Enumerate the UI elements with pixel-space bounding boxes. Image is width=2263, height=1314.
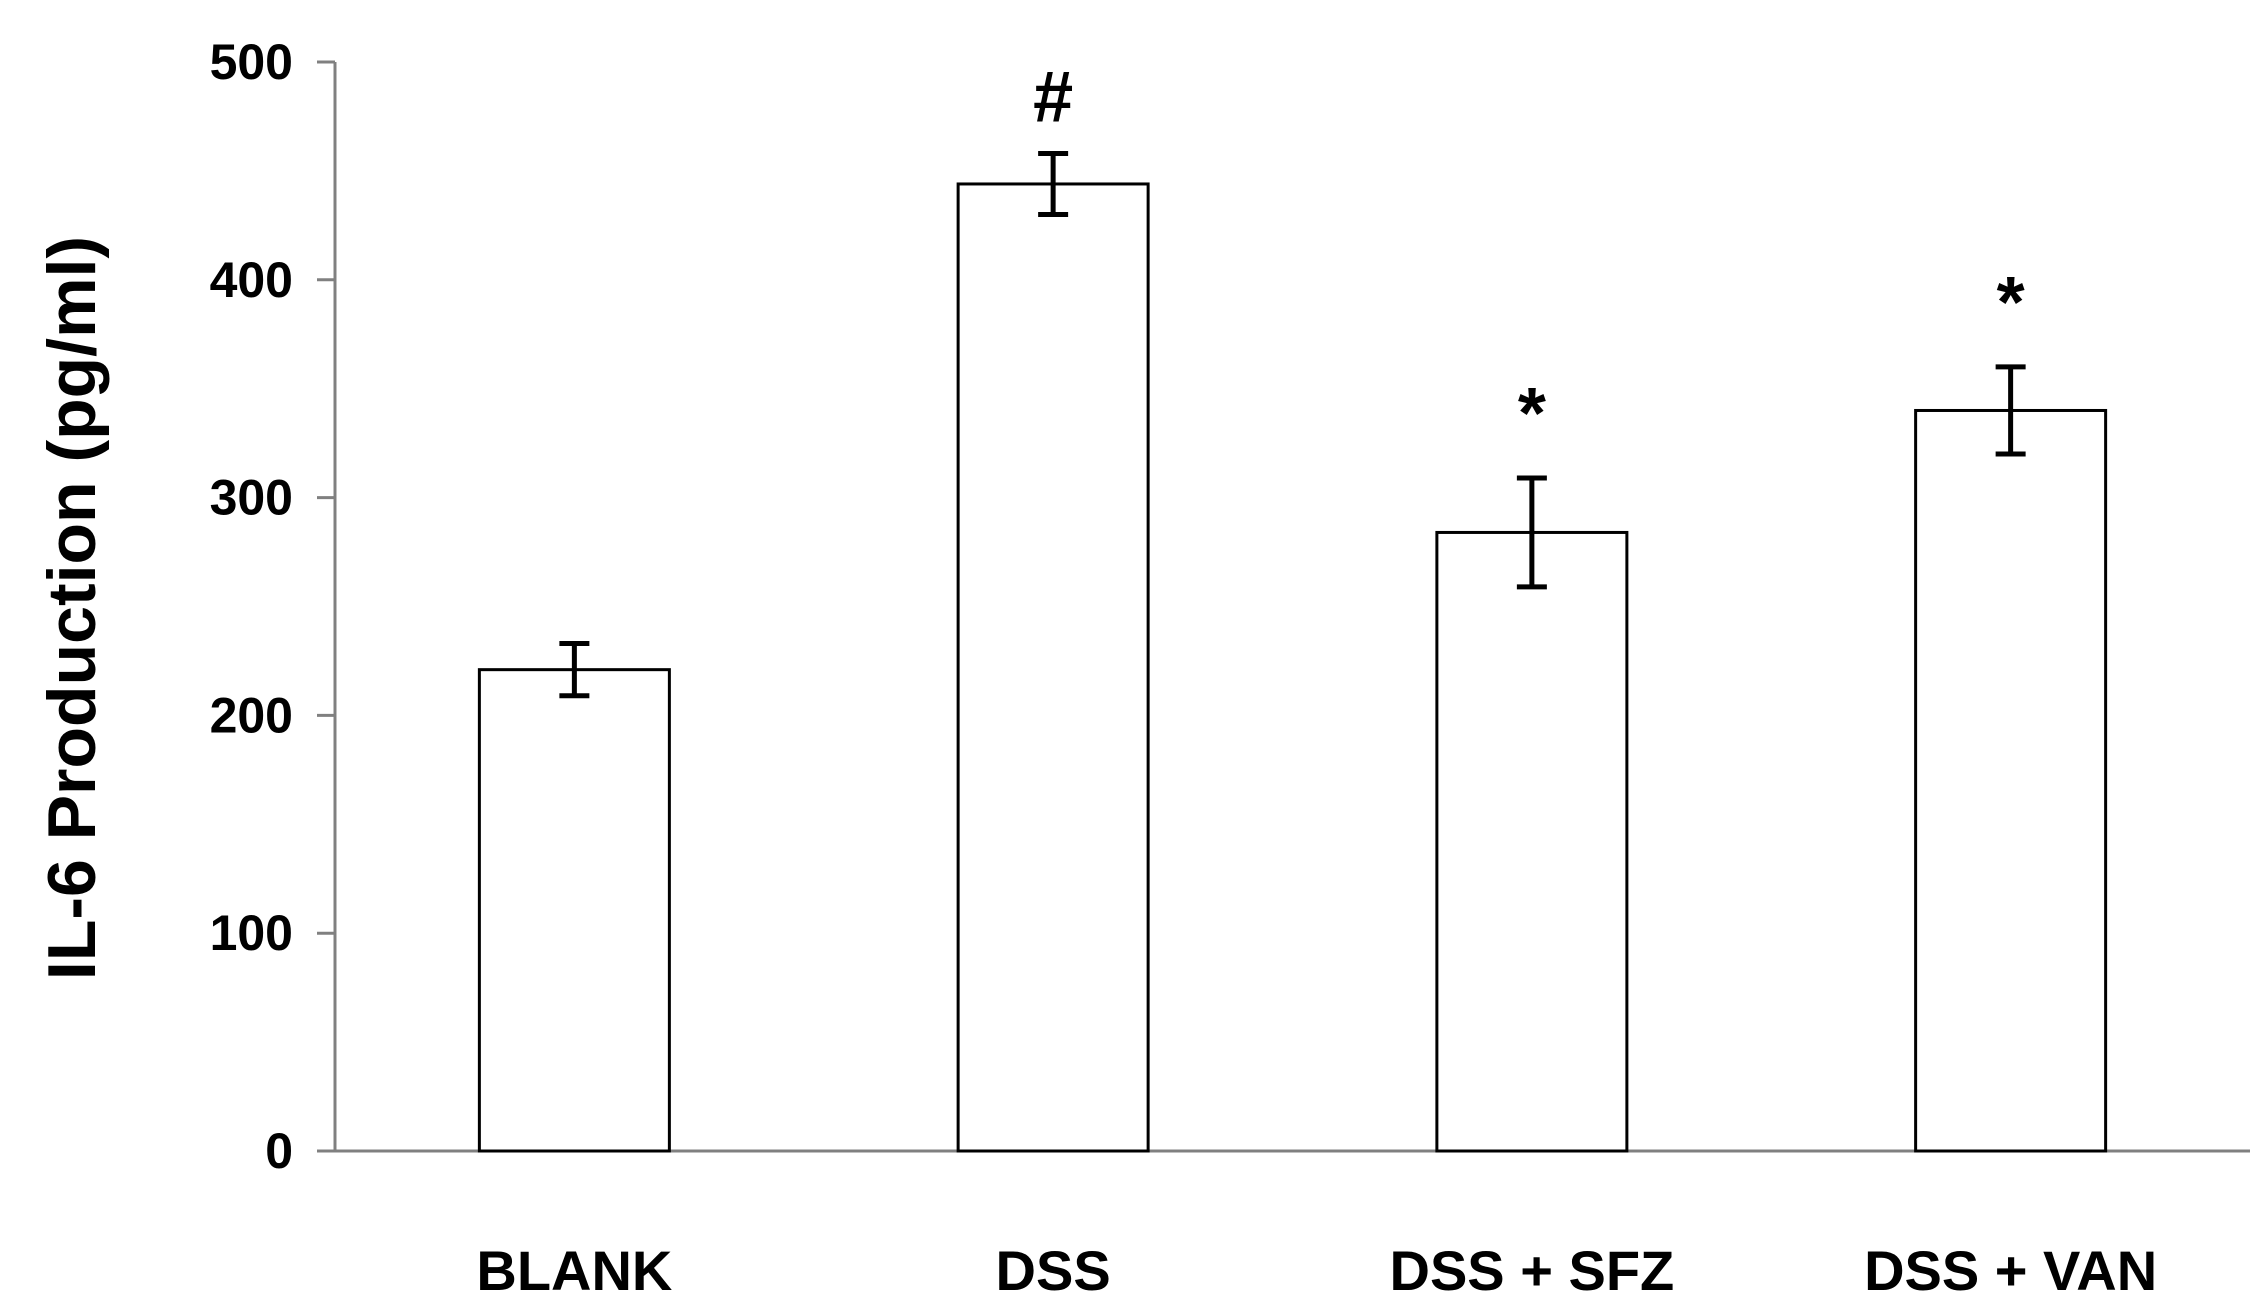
significance-marker: * xyxy=(1997,263,2025,343)
x-tick-label: DSS xyxy=(996,1239,1111,1302)
y-tick-label: 200 xyxy=(210,687,293,743)
y-tick-label: 500 xyxy=(210,34,293,90)
y-tick-label: 400 xyxy=(210,252,293,308)
bar xyxy=(956,182,1150,1153)
y-tick-label: 0 xyxy=(265,1123,293,1179)
y-axis-label: IL-6 Production (pg/ml) xyxy=(34,236,110,980)
x-tick-label: DSS + VAN xyxy=(1864,1239,2157,1302)
bar xyxy=(1914,408,2108,1153)
bar xyxy=(1435,530,1629,1153)
x-tick-label: BLANK xyxy=(476,1239,672,1302)
x-tick-label: DSS + SFZ xyxy=(1390,1239,1675,1302)
y-tick-label: 100 xyxy=(210,905,293,961)
plot-area: 0 100 200 300 400 500 BLANK # DSS * DSS + SFZ * DSS … xyxy=(210,34,2250,1302)
significance-marker: * xyxy=(1518,374,1546,454)
bar xyxy=(477,668,671,1153)
y-tick-label: 300 xyxy=(210,470,293,526)
significance-marker: # xyxy=(1033,57,1073,137)
